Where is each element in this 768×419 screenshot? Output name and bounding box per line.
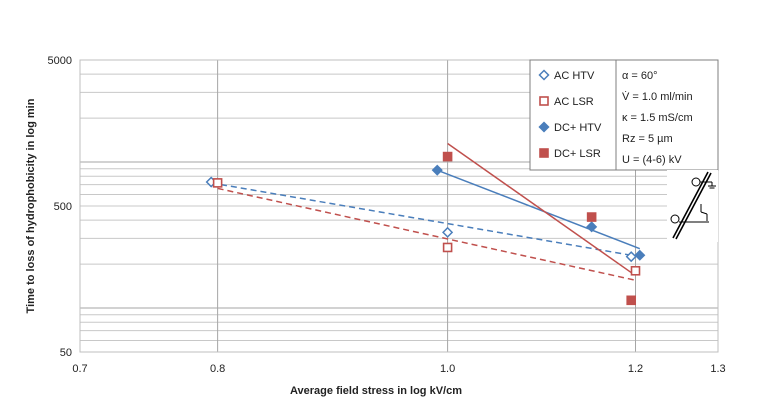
conditions-box: α = 60° V̇ = 1.0 ml/min κ = 1.5 mS/cm Rz… bbox=[615, 59, 719, 171]
x-tick-label: 0.8 bbox=[210, 363, 225, 375]
inclined-plane-electrode-icon bbox=[667, 170, 718, 242]
y-tick-label: 50 bbox=[60, 347, 72, 359]
legend-marker bbox=[539, 148, 549, 158]
data-point bbox=[212, 178, 223, 188]
legend-label: DC+ HTV bbox=[554, 122, 602, 134]
data-point bbox=[630, 265, 641, 276]
x-tick-label: 1.2 bbox=[628, 363, 643, 375]
x-tick-label: 0.7 bbox=[72, 363, 87, 375]
data-point bbox=[431, 164, 443, 176]
conditions-frame bbox=[615, 59, 719, 171]
legend-marker bbox=[538, 121, 550, 133]
y-tick-label: 500 bbox=[54, 201, 72, 213]
data-point bbox=[586, 212, 597, 222]
y-tick-labels: 50 500 5000 bbox=[48, 55, 72, 359]
legend-label: DC+ LSR bbox=[554, 148, 601, 160]
trend-line bbox=[447, 142, 632, 274]
x-tick-labels: 0.7 0.8 1.0 1.2 1.3 bbox=[72, 363, 725, 375]
condition-conductivity: κ = 1.5 mS/cm bbox=[622, 112, 693, 124]
trend-line bbox=[217, 187, 636, 281]
x-tick-label: 1.0 bbox=[440, 363, 455, 375]
data-point bbox=[626, 295, 637, 306]
legend-marker bbox=[539, 96, 549, 106]
data-point bbox=[634, 249, 646, 261]
trend-lines bbox=[211, 142, 641, 281]
y-tick-label: 5000 bbox=[48, 55, 72, 67]
legend: AC HTV AC LSR DC+ HTV DC+ LSR bbox=[529, 59, 617, 171]
x-tick-label: 1.3 bbox=[710, 363, 725, 375]
data-points bbox=[205, 151, 646, 306]
condition-flow-rate: V̇ = 1.0 ml/min bbox=[622, 90, 693, 103]
legend-label: AC HTV bbox=[554, 70, 595, 82]
condition-voltage: U = (4-6) kV bbox=[622, 154, 682, 166]
data-point bbox=[586, 221, 598, 233]
legend-label: AC LSR bbox=[554, 96, 594, 108]
trend-line bbox=[436, 169, 641, 250]
condition-roughness: Rz = 5 µm bbox=[622, 133, 673, 145]
legend-marker bbox=[538, 69, 550, 81]
y-axis-title: Time to loss of hydrophobicity in log mi… bbox=[25, 98, 37, 313]
trend-line bbox=[211, 182, 632, 256]
data-point bbox=[442, 242, 453, 253]
data-point bbox=[442, 226, 454, 238]
data-point bbox=[442, 151, 453, 162]
condition-alpha: α = 60° bbox=[622, 70, 658, 82]
data-point bbox=[625, 251, 637, 263]
x-axis-title: Average field stress in log kV/cm bbox=[290, 385, 462, 397]
